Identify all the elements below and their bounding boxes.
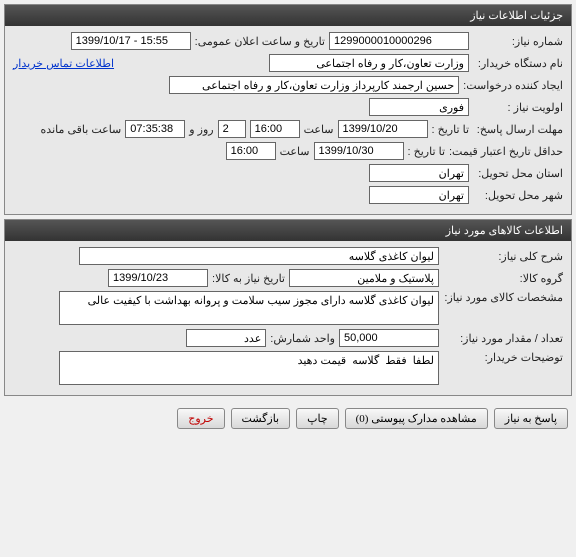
panel1-body: شماره نیاز: تاریخ و ساعت اعلان عمومی: نا… [5,26,571,214]
unit-field [186,329,266,347]
to-date-label-2: تا تاریخ : [408,145,445,158]
action-bar: پاسخ به نیاز مشاهده مدارک پیوستی (0) چاپ… [0,400,576,437]
notes-label: توضیحات خریدار: [443,351,563,364]
exit-button[interactable]: خروج [177,408,224,429]
creator-field [169,76,459,94]
need-details-panel: جزئیات اطلاعات نیاز شماره نیاز: تاریخ و … [4,4,572,215]
panel1-title: جزئیات اطلاعات نیاز [5,5,571,26]
buyer-org-label: نام دستگاه خریدار: [473,57,563,70]
min-validity-label: حداقل تاریخ اعتبار قیمت: [449,145,563,158]
need-date-label: تاریخ نیاز به کالا: [212,272,285,285]
qty-label: تعداد / مقدار مورد نیاز: [443,332,563,345]
announce-label: تاریخ و ساعت اعلان عمومی: [195,35,325,48]
city-label: شهر محل تحویل: [473,189,563,202]
deadline-label: مهلت ارسال پاسخ: [473,123,563,136]
province-label: استان محل تحویل: [473,167,563,180]
days-label: روز و [189,123,213,136]
notes-field [59,351,439,385]
priority-field [369,98,469,116]
print-button[interactable]: چاپ [296,408,339,429]
desc-field [79,247,439,265]
validity-time-field [226,142,276,160]
reply-button[interactable]: پاسخ به نیاز [494,408,568,429]
attachments-button[interactable]: مشاهده مدارک پیوستی (0) [345,408,488,429]
desc-label: شرح کلی نیاز: [443,250,563,263]
city-field [369,186,469,204]
days-left-field [218,120,246,138]
spec-field [59,291,439,325]
need-number-label: شماره نیاز: [473,35,563,48]
buyer-contact-link[interactable]: اطلاعات تماس خریدار [13,57,114,70]
deadline-date-field [338,120,428,138]
deadline-time-field [250,120,300,138]
need-date-field [108,269,208,287]
announce-field [71,32,191,50]
group-field [289,269,439,287]
back-button[interactable]: بازگشت [231,408,291,429]
buyer-org-field [269,54,469,72]
time-label-1: ساعت [304,123,334,136]
spec-label: مشخصات کالای مورد نیاز: [443,291,563,304]
unit-label: واحد شمارش: [270,332,335,345]
panel2-body: شرح کلی نیاز: گروه کالا: تاریخ نیاز به ک… [5,241,571,395]
qty-field [339,329,439,347]
goods-info-panel: اطلاعات کالاهای مورد نیاز شرح کلی نیاز: … [4,219,572,396]
group-label: گروه کالا: [443,272,563,285]
remaining-label: ساعت باقی مانده [41,123,122,136]
panel2-title: اطلاعات کالاهای مورد نیاز [5,220,571,241]
province-field [369,164,469,182]
time-label-2: ساعت [280,145,310,158]
creator-label: ایجاد کننده درخواست: [463,79,563,92]
time-left-field [125,120,185,138]
to-date-label: تا تاریخ : [432,123,469,136]
priority-label: اولویت نیاز : [473,101,563,114]
need-number-field [329,32,469,50]
validity-date-field [314,142,404,160]
